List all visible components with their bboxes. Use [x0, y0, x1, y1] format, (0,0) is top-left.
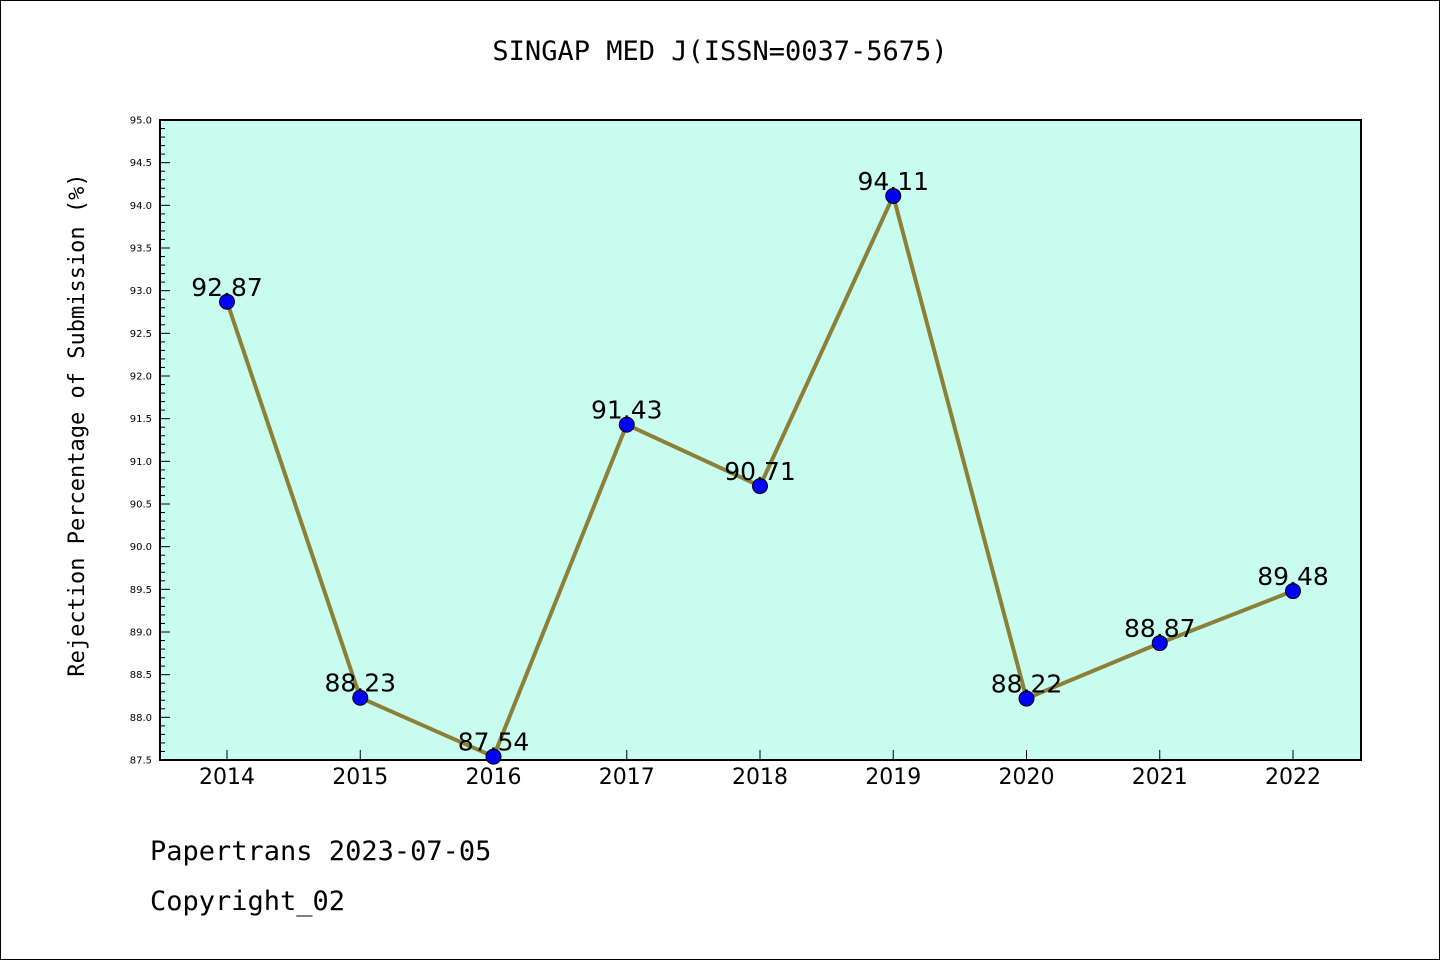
data-label: 88.87 — [1124, 614, 1196, 643]
y-axis-label: Rejection Percentage of Submission (%) — [65, 173, 90, 676]
data-point — [618, 416, 635, 433]
footer-source: Papertrans 2023-07-05 — [150, 836, 492, 867]
data-label: 90.71 — [724, 457, 796, 486]
y-tick-label: 91.5 — [130, 414, 152, 425]
data-point — [1151, 635, 1168, 652]
x-tick-label: 2022 — [1265, 765, 1321, 790]
x-tick-label: 2020 — [999, 765, 1055, 790]
data-label: 92.87 — [191, 273, 263, 302]
y-tick-label: 93.5 — [130, 244, 152, 255]
data-label: 87.54 — [458, 728, 530, 757]
data-point — [752, 478, 768, 495]
y-tick-label: 88.0 — [130, 713, 152, 724]
y-tick-label: 91.0 — [130, 457, 152, 468]
chart-title: SINGAP MED J(ISSN=0037-5675) — [492, 36, 948, 67]
y-tick-label: 90.0 — [130, 542, 152, 553]
y-tick-label: 90.5 — [130, 500, 152, 511]
data-label: 94.11 — [857, 167, 929, 196]
x-tick-label: 2014 — [199, 765, 255, 790]
data-point — [885, 187, 902, 204]
y-tick-label: 92.5 — [130, 329, 152, 340]
x-tick-label: 2021 — [1132, 765, 1188, 790]
data-label: 88.22 — [991, 670, 1063, 699]
data-point — [219, 293, 235, 310]
y-tick-label: 95.0 — [130, 116, 152, 127]
y-tick-label: 94.0 — [130, 201, 152, 212]
x-tick-label: 2015 — [332, 765, 388, 790]
y-axis: 87.5 88.0 88.5 89.0 89.5 90.0 90.5 91.0 91.5 92.0… — [130, 116, 170, 767]
x-axis: 2014 2015 2016 2017 2018 2019 2020 2021 2022 — [199, 750, 1321, 790]
data-point — [1285, 583, 1301, 600]
data-label: 88.23 — [324, 669, 396, 698]
data-points — [219, 187, 1301, 765]
y-tick-label: 89.5 — [130, 585, 152, 596]
x-tick-label: 2017 — [599, 765, 655, 790]
data-point — [1018, 690, 1035, 707]
data-label: 89.48 — [1257, 562, 1329, 591]
data-label: 91.43 — [591, 396, 663, 425]
footer-copyright: Copyright_02 — [150, 886, 346, 917]
x-tick-label: 2016 — [466, 765, 522, 790]
plot-area — [159, 119, 1362, 761]
y-tick-label: 94.5 — [130, 158, 152, 169]
data-labels: 92.87 88.23 87.54 91.43 90.71 94.11 88.22 88.87… — [191, 167, 1329, 757]
x-tick-label: 2018 — [732, 765, 788, 790]
data-point — [485, 748, 502, 765]
y-tick-label: 88.5 — [130, 670, 152, 681]
x-tick-label: 2019 — [865, 765, 921, 790]
y-tick-label: 92.0 — [130, 372, 152, 383]
data-point — [352, 689, 369, 706]
y-tick-label: 93.0 — [130, 286, 152, 297]
y-tick-label: 89.0 — [130, 628, 152, 639]
y-tick-label: 87.5 — [130, 756, 152, 767]
